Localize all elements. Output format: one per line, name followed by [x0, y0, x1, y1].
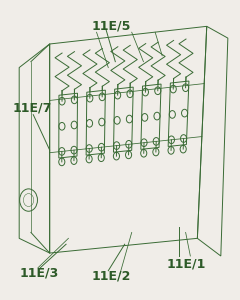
Text: 11E/1: 11E/1 — [167, 258, 206, 271]
Text: 11E/5: 11E/5 — [92, 19, 131, 32]
Text: 11E/7: 11E/7 — [12, 102, 52, 115]
Text: 11E/3: 11E/3 — [19, 267, 58, 280]
Text: 11E/2: 11E/2 — [92, 270, 131, 283]
